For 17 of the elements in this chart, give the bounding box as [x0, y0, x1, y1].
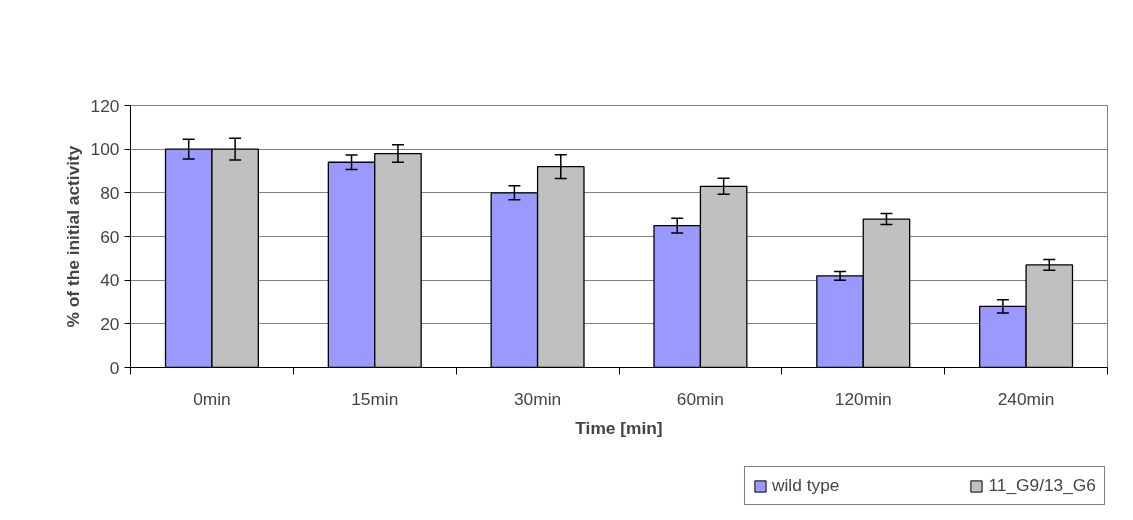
y-tick-label: 0 — [109, 357, 120, 378]
y-tick-label: 40 — [100, 270, 120, 291]
x-tick-label: 30min — [513, 388, 562, 409]
y-tick-label: 60 — [100, 226, 120, 247]
y-axis-title: % of the initial activity — [62, 145, 83, 328]
x-tick-label: 60min — [676, 388, 725, 409]
legend-label: 11_G9/13_G6 — [988, 475, 1096, 496]
y-tick-label: 80 — [100, 182, 120, 203]
x-tick-label: 0min — [193, 388, 231, 409]
x-tick-label: 15min — [351, 388, 399, 409]
y-tick-label: 120 — [90, 95, 120, 116]
legend-label: wild type — [771, 475, 840, 496]
x-tick-label: 240min — [997, 388, 1055, 409]
y-tick-label: 20 — [100, 313, 120, 334]
x-axis-title: Time [min] — [575, 417, 663, 438]
y-tick-label: 100 — [90, 139, 120, 160]
x-tick-label: 120min — [834, 388, 892, 409]
